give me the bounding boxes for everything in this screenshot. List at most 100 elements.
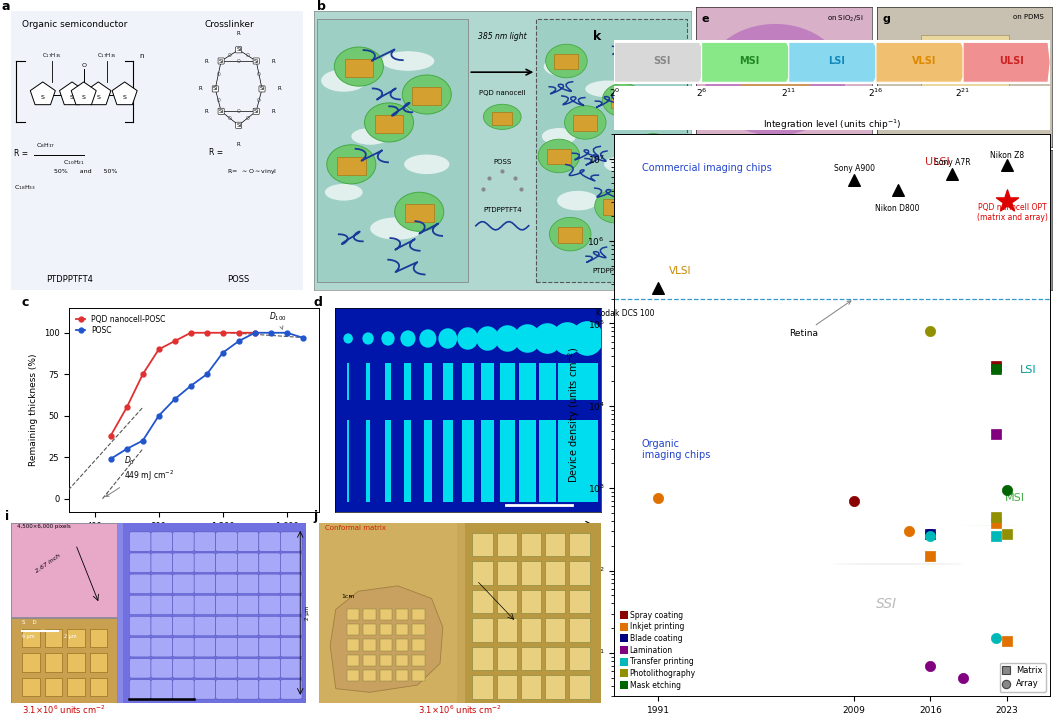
- Bar: [90, 629, 107, 647]
- Text: R: R: [277, 87, 282, 92]
- FancyBboxPatch shape: [281, 574, 302, 594]
- FancyBboxPatch shape: [237, 553, 259, 573]
- FancyBboxPatch shape: [195, 553, 216, 573]
- FancyBboxPatch shape: [172, 574, 195, 594]
- Bar: [404, 420, 411, 502]
- Bar: [577, 363, 597, 400]
- Text: PQD nanocell OPT
(matrix and array): PQD nanocell OPT (matrix and array): [977, 203, 1047, 222]
- Text: R =: R =: [209, 147, 223, 157]
- Ellipse shape: [325, 184, 362, 200]
- Bar: [347, 363, 350, 400]
- Point: [988, 633, 1005, 644]
- FancyBboxPatch shape: [281, 553, 302, 573]
- Point: [900, 526, 917, 537]
- Text: f: f: [702, 158, 707, 168]
- Bar: [405, 204, 434, 223]
- Point: [922, 551, 939, 562]
- Text: 10: 10: [583, 526, 593, 534]
- FancyBboxPatch shape: [130, 616, 151, 636]
- Bar: [539, 363, 556, 400]
- Text: 2$^0$: 2$^0$: [609, 87, 620, 99]
- Text: SSI: SSI: [876, 597, 897, 611]
- Text: 385 nm light: 385 nm light: [478, 32, 526, 41]
- Text: O: O: [237, 59, 240, 64]
- Bar: [521, 647, 541, 670]
- Bar: [472, 647, 493, 670]
- Bar: [424, 363, 432, 400]
- Bar: [570, 647, 590, 670]
- POSC: [201, 370, 214, 379]
- FancyBboxPatch shape: [172, 637, 195, 657]
- Bar: [921, 35, 1009, 119]
- Text: C$_{18}$H$_{33}$: C$_{18}$H$_{33}$: [14, 183, 35, 193]
- FancyBboxPatch shape: [195, 595, 216, 615]
- Point: [922, 660, 939, 672]
- Text: POSS: POSS: [493, 160, 511, 165]
- Point: [988, 511, 1005, 523]
- Line: POSC: POSC: [108, 330, 305, 461]
- Bar: [45, 654, 62, 672]
- FancyBboxPatch shape: [259, 637, 281, 657]
- Bar: [545, 618, 566, 642]
- Text: i: i: [4, 510, 9, 523]
- Bar: [424, 420, 432, 502]
- FancyBboxPatch shape: [216, 679, 237, 699]
- Bar: [396, 639, 408, 651]
- POSC: [265, 329, 277, 337]
- Bar: [379, 670, 392, 682]
- Text: 6 μm: 6 μm: [22, 634, 35, 639]
- FancyBboxPatch shape: [281, 659, 302, 678]
- Ellipse shape: [604, 156, 642, 173]
- PQD nanocell-POSC: [136, 370, 149, 379]
- Bar: [496, 589, 517, 613]
- FancyBboxPatch shape: [151, 637, 172, 657]
- Bar: [641, 143, 665, 159]
- FancyBboxPatch shape: [259, 532, 281, 551]
- Circle shape: [438, 328, 457, 349]
- X-axis label: Exposure dose (mJ cm$^{-2}$): Exposure dose (mJ cm$^{-2}$): [136, 536, 252, 551]
- Bar: [366, 420, 370, 502]
- Bar: [396, 670, 408, 682]
- FancyBboxPatch shape: [216, 553, 237, 573]
- Polygon shape: [702, 42, 796, 82]
- Bar: [545, 533, 566, 556]
- Text: R: R: [204, 109, 208, 114]
- Text: b: b: [318, 0, 326, 13]
- Circle shape: [495, 325, 520, 352]
- Circle shape: [740, 52, 810, 107]
- Bar: [45, 678, 62, 696]
- Text: S    D: S D: [22, 620, 37, 625]
- Bar: [337, 157, 366, 175]
- Text: Si: Si: [254, 109, 258, 114]
- Bar: [472, 675, 493, 699]
- PQD nanocell-POSC: [249, 329, 261, 337]
- Text: O: O: [227, 53, 232, 58]
- Ellipse shape: [326, 145, 376, 184]
- Polygon shape: [71, 82, 97, 105]
- Text: Si: Si: [259, 87, 265, 92]
- Bar: [554, 54, 578, 69]
- FancyBboxPatch shape: [195, 574, 216, 594]
- Point: [922, 326, 939, 337]
- FancyBboxPatch shape: [195, 616, 216, 636]
- Text: C$_{10}$H$_{21}$: C$_{10}$H$_{21}$: [64, 158, 85, 168]
- Circle shape: [476, 326, 499, 351]
- Ellipse shape: [394, 192, 443, 231]
- Text: n: n: [139, 53, 144, 59]
- FancyBboxPatch shape: [151, 574, 172, 594]
- Polygon shape: [789, 42, 883, 82]
- FancyBboxPatch shape: [281, 532, 302, 551]
- Bar: [472, 589, 493, 613]
- Bar: [412, 639, 425, 651]
- FancyBboxPatch shape: [259, 616, 281, 636]
- Text: MSI: MSI: [740, 57, 760, 67]
- Bar: [67, 629, 85, 647]
- Bar: [521, 589, 541, 613]
- Text: PTDPPTFT4: PTDPPTFT4: [592, 268, 631, 274]
- Circle shape: [457, 327, 478, 349]
- FancyBboxPatch shape: [172, 532, 195, 551]
- FancyBboxPatch shape: [281, 616, 302, 636]
- Text: O: O: [257, 97, 261, 102]
- Bar: [545, 647, 566, 670]
- Text: ULSI: ULSI: [998, 57, 1024, 67]
